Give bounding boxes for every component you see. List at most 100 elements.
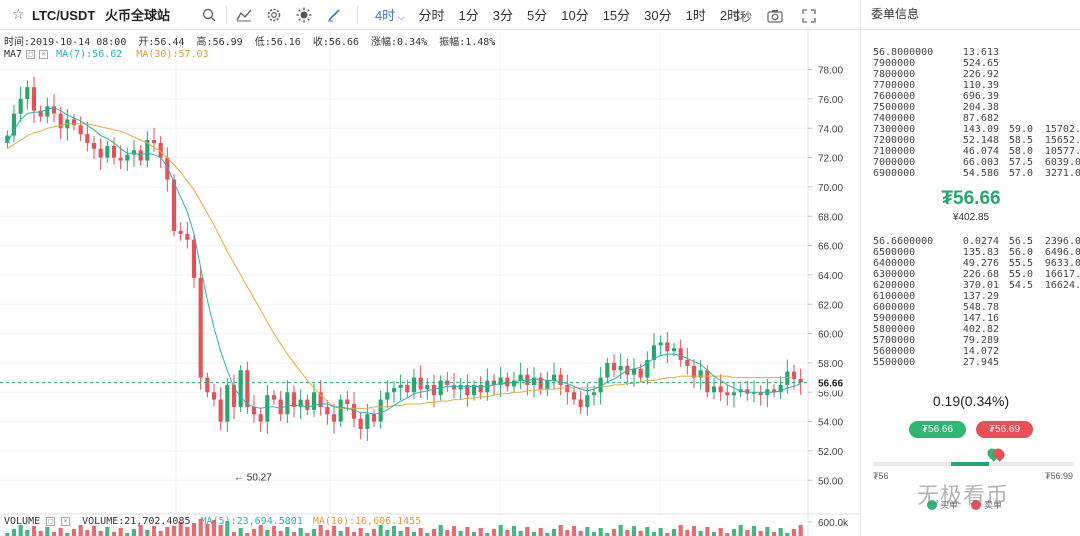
timeframe-tab[interactable]: 15分 (602, 8, 631, 23)
orderbook-row[interactable]: 5500000 27.945 (873, 357, 1080, 368)
indicator-icon[interactable] (233, 4, 255, 26)
candle-body (145, 140, 150, 161)
candle-body (185, 233, 190, 240)
orderbook-row[interactable]: 56.6600000 0.0274 56.5 2396.0 (873, 236, 1080, 247)
volume-bar (485, 533, 490, 536)
camera-icon[interactable] (764, 5, 786, 27)
candle-body (685, 360, 690, 366)
volume-bar (218, 525, 223, 536)
watermark-text: 无极看币 (917, 484, 1010, 509)
price-chart[interactable]: 78.00 76.00 74.00 72.00 70.00 68.00 66.00 64.00… (0, 30, 860, 536)
volume-bar (751, 526, 757, 536)
fullscreen-icon[interactable] (798, 5, 820, 27)
candle-body (71, 119, 77, 126)
orderbook-row[interactable]: 7800000 226.92 (873, 69, 1080, 80)
timeframe-tab[interactable]: 1时 (685, 8, 706, 23)
ohlc-open: 开:56.44 (138, 37, 185, 48)
ma-close-icon[interactable]: × (39, 50, 49, 59)
timeframe-tab[interactable]: 分时 (418, 8, 445, 23)
orderbook-row[interactable]: 6900000 54.586 57.0 3271.0 (873, 168, 1080, 179)
volume-bar (5, 533, 10, 536)
volume-bar (245, 533, 250, 536)
orderbook-row[interactable]: 6300000 226.68 55.0 16617. (873, 269, 1080, 280)
orderbook-row[interactable]: 7100000 46.074 58.0 10577. (873, 146, 1080, 157)
orderbook-bids: 56.6600000 0.0274 56.5 2396.0 6500000 135.83 5… (873, 236, 1080, 368)
volume-bar (11, 529, 17, 536)
orderbook-row[interactable]: 56.8000000 13.613 (873, 47, 1080, 58)
orderbook-row[interactable]: 7900000 524.65 (873, 58, 1080, 69)
volume-bar (685, 530, 690, 536)
timeframe-tab[interactable]: 2时 (719, 8, 741, 23)
volume-bar (151, 526, 157, 536)
volume-close-icon[interactable]: × (61, 517, 71, 526)
ma7-line (6, 107, 801, 415)
orderbook-row[interactable]: 6200000 370.01 54.5 16624. (873, 280, 1080, 291)
orderbook-cell: 696.39 (962, 91, 999, 102)
volume-bar (798, 525, 803, 536)
volume-bar (311, 529, 317, 536)
timeframe-tab[interactable]: 10分 (561, 8, 589, 23)
orderbook-cell (999, 58, 1033, 69)
candle-body (258, 414, 263, 422)
candle-body (725, 392, 730, 396)
orderbook-cell: 6400000 (873, 258, 916, 269)
orderbook-cell: 58.0 (1008, 146, 1033, 157)
orderbook-row[interactable]: 7300000 143.09 59.0 15702. (873, 124, 1080, 135)
sell-price-button[interactable]: ₮56.69 (976, 421, 1033, 438)
refresh-interval[interactable]: 5秒 (733, 9, 752, 24)
timeframe-tab[interactable]: 1分 (458, 8, 479, 23)
orderbook-row[interactable]: 6100000 137.29 (873, 291, 1080, 302)
candle-body (278, 399, 283, 415)
timeframe-tab[interactable]: 5分 (527, 8, 548, 23)
volume-bar (378, 525, 383, 536)
exchange-name: 火币全球站 (104, 8, 170, 23)
candle-body (691, 365, 697, 378)
favorite-star-icon[interactable]: ☆ (12, 6, 25, 22)
orderbook-row[interactable]: 7600000 696.39 (873, 91, 1080, 102)
settings-gear-icon[interactable] (263, 4, 285, 26)
orderbook-row[interactable]: 6000000 548.78 (873, 302, 1080, 313)
orderbook-cell: 137.29 (962, 291, 999, 302)
timeframe-tab[interactable]: 3分 (492, 8, 513, 23)
orderbook-row[interactable]: 5900000 147.16 (873, 313, 1080, 324)
y-tick-label: 58.00 (818, 359, 843, 370)
ma-settings-icon[interactable]: □ (26, 50, 36, 59)
candle-body (165, 157, 170, 180)
price-range-slider[interactable] (873, 462, 1073, 466)
orderbook-row[interactable]: 6500000 135.83 56.0 6496.0 (873, 247, 1080, 258)
draw-pen-icon[interactable] (323, 4, 345, 26)
candle-body (578, 399, 583, 407)
candle-body (565, 384, 570, 393)
timeframe-tab[interactable]: 30分 (644, 8, 672, 23)
orderbook-cell: 15652. (1044, 135, 1080, 146)
orderbook-cell: 55.0 (1008, 269, 1033, 280)
volume-settings-icon[interactable]: □ (46, 517, 56, 526)
buy-price-button[interactable]: ₮56.66 (909, 421, 966, 438)
orderbook-cell (999, 47, 1033, 58)
orderbook-row[interactable]: 5800000 402.82 (873, 324, 1080, 335)
orderbook-row[interactable]: 5700000 79.289 (873, 335, 1080, 346)
candle-body (125, 154, 130, 161)
orderbook-row[interactable]: 7000000 66.003 57.5 6039.0 (873, 157, 1080, 168)
orderbook-row[interactable]: 7400000 87.682 (873, 113, 1080, 124)
volume-bar (658, 528, 663, 536)
volume-bar (711, 532, 717, 536)
theme-sun-icon[interactable] (293, 4, 315, 26)
timeframe-tab[interactable]: 4时 (368, 5, 412, 24)
orderbook-cell: 6300000 (873, 269, 916, 280)
orderbook-row[interactable]: 5600000 14.072 (873, 346, 1080, 357)
search-icon[interactable] (198, 4, 220, 26)
orderbook-cell: 7700000 (873, 80, 916, 91)
orderbook-row[interactable]: 6400000 49.276 55.5 9633.0 (873, 258, 1080, 269)
candle-body (745, 389, 750, 394)
candle-body (478, 384, 483, 393)
volume-bar (645, 527, 650, 536)
orderbook-row[interactable]: 7200000 52.148 58.5 15652. (873, 135, 1080, 146)
orderbook-row[interactable]: 7500000 204.38 (873, 102, 1080, 113)
orderbook-row[interactable]: 7700000 110.39 (873, 80, 1080, 91)
orderbook-cell: 57.0 (1008, 168, 1033, 179)
orderbook-cell (1033, 102, 1080, 113)
volume-bar (91, 526, 97, 536)
volume-legend: VOLUME □ × VOLUME:21,702.4085 MA(5):23,6… (4, 516, 421, 527)
y-tick-label: 78.00 (818, 66, 843, 77)
